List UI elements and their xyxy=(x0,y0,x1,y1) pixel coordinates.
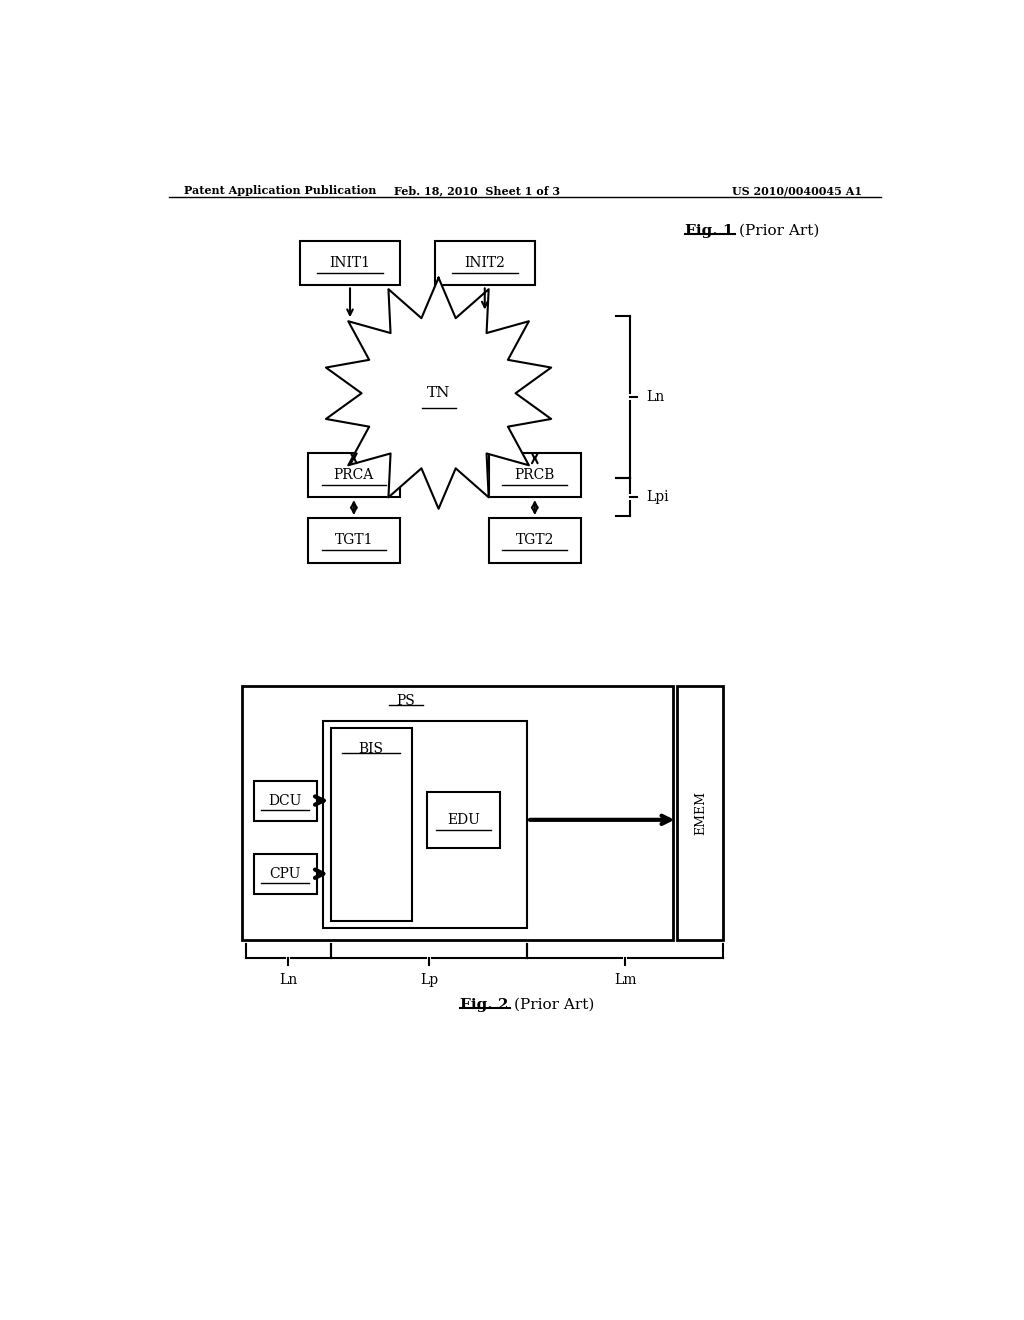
Text: TGT1: TGT1 xyxy=(335,533,373,548)
Text: PS: PS xyxy=(396,693,416,708)
FancyBboxPatch shape xyxy=(307,453,400,498)
Text: TGT2: TGT2 xyxy=(516,533,554,548)
FancyBboxPatch shape xyxy=(307,517,400,562)
Text: Lp: Lp xyxy=(420,973,438,987)
Text: Fig. 2: Fig. 2 xyxy=(460,998,508,1011)
Text: (Prior Art): (Prior Art) xyxy=(514,998,594,1011)
FancyBboxPatch shape xyxy=(488,453,581,498)
Text: Ln: Ln xyxy=(280,973,298,987)
Text: PRCB: PRCB xyxy=(515,467,555,482)
FancyBboxPatch shape xyxy=(427,792,500,847)
Text: Lpi: Lpi xyxy=(646,490,669,504)
FancyBboxPatch shape xyxy=(254,780,316,821)
FancyBboxPatch shape xyxy=(435,240,535,285)
Text: Feb. 18, 2010  Sheet 1 of 3: Feb. 18, 2010 Sheet 1 of 3 xyxy=(394,185,560,197)
Text: INIT2: INIT2 xyxy=(464,256,505,271)
Text: BIS: BIS xyxy=(358,742,384,756)
FancyBboxPatch shape xyxy=(488,517,581,562)
Text: Lm: Lm xyxy=(614,973,637,987)
Text: Ln: Ln xyxy=(646,391,665,404)
Text: US 2010/0040045 A1: US 2010/0040045 A1 xyxy=(732,185,862,197)
Text: TN: TN xyxy=(427,387,451,400)
Text: DCU: DCU xyxy=(268,793,302,808)
Text: Patent Application Publication: Patent Application Publication xyxy=(184,185,377,197)
FancyBboxPatch shape xyxy=(331,729,412,921)
Text: INIT1: INIT1 xyxy=(330,256,371,271)
Text: CPU: CPU xyxy=(269,867,301,880)
Text: Fig. 1: Fig. 1 xyxy=(685,224,733,238)
Text: PRCA: PRCA xyxy=(334,467,374,482)
FancyBboxPatch shape xyxy=(243,686,674,940)
Text: EDU: EDU xyxy=(447,813,480,826)
Text: (Prior Art): (Prior Art) xyxy=(739,224,819,238)
Polygon shape xyxy=(326,277,551,508)
FancyBboxPatch shape xyxy=(300,240,400,285)
Text: EMEM: EMEM xyxy=(694,791,707,836)
FancyBboxPatch shape xyxy=(254,854,316,894)
FancyBboxPatch shape xyxy=(677,686,724,940)
